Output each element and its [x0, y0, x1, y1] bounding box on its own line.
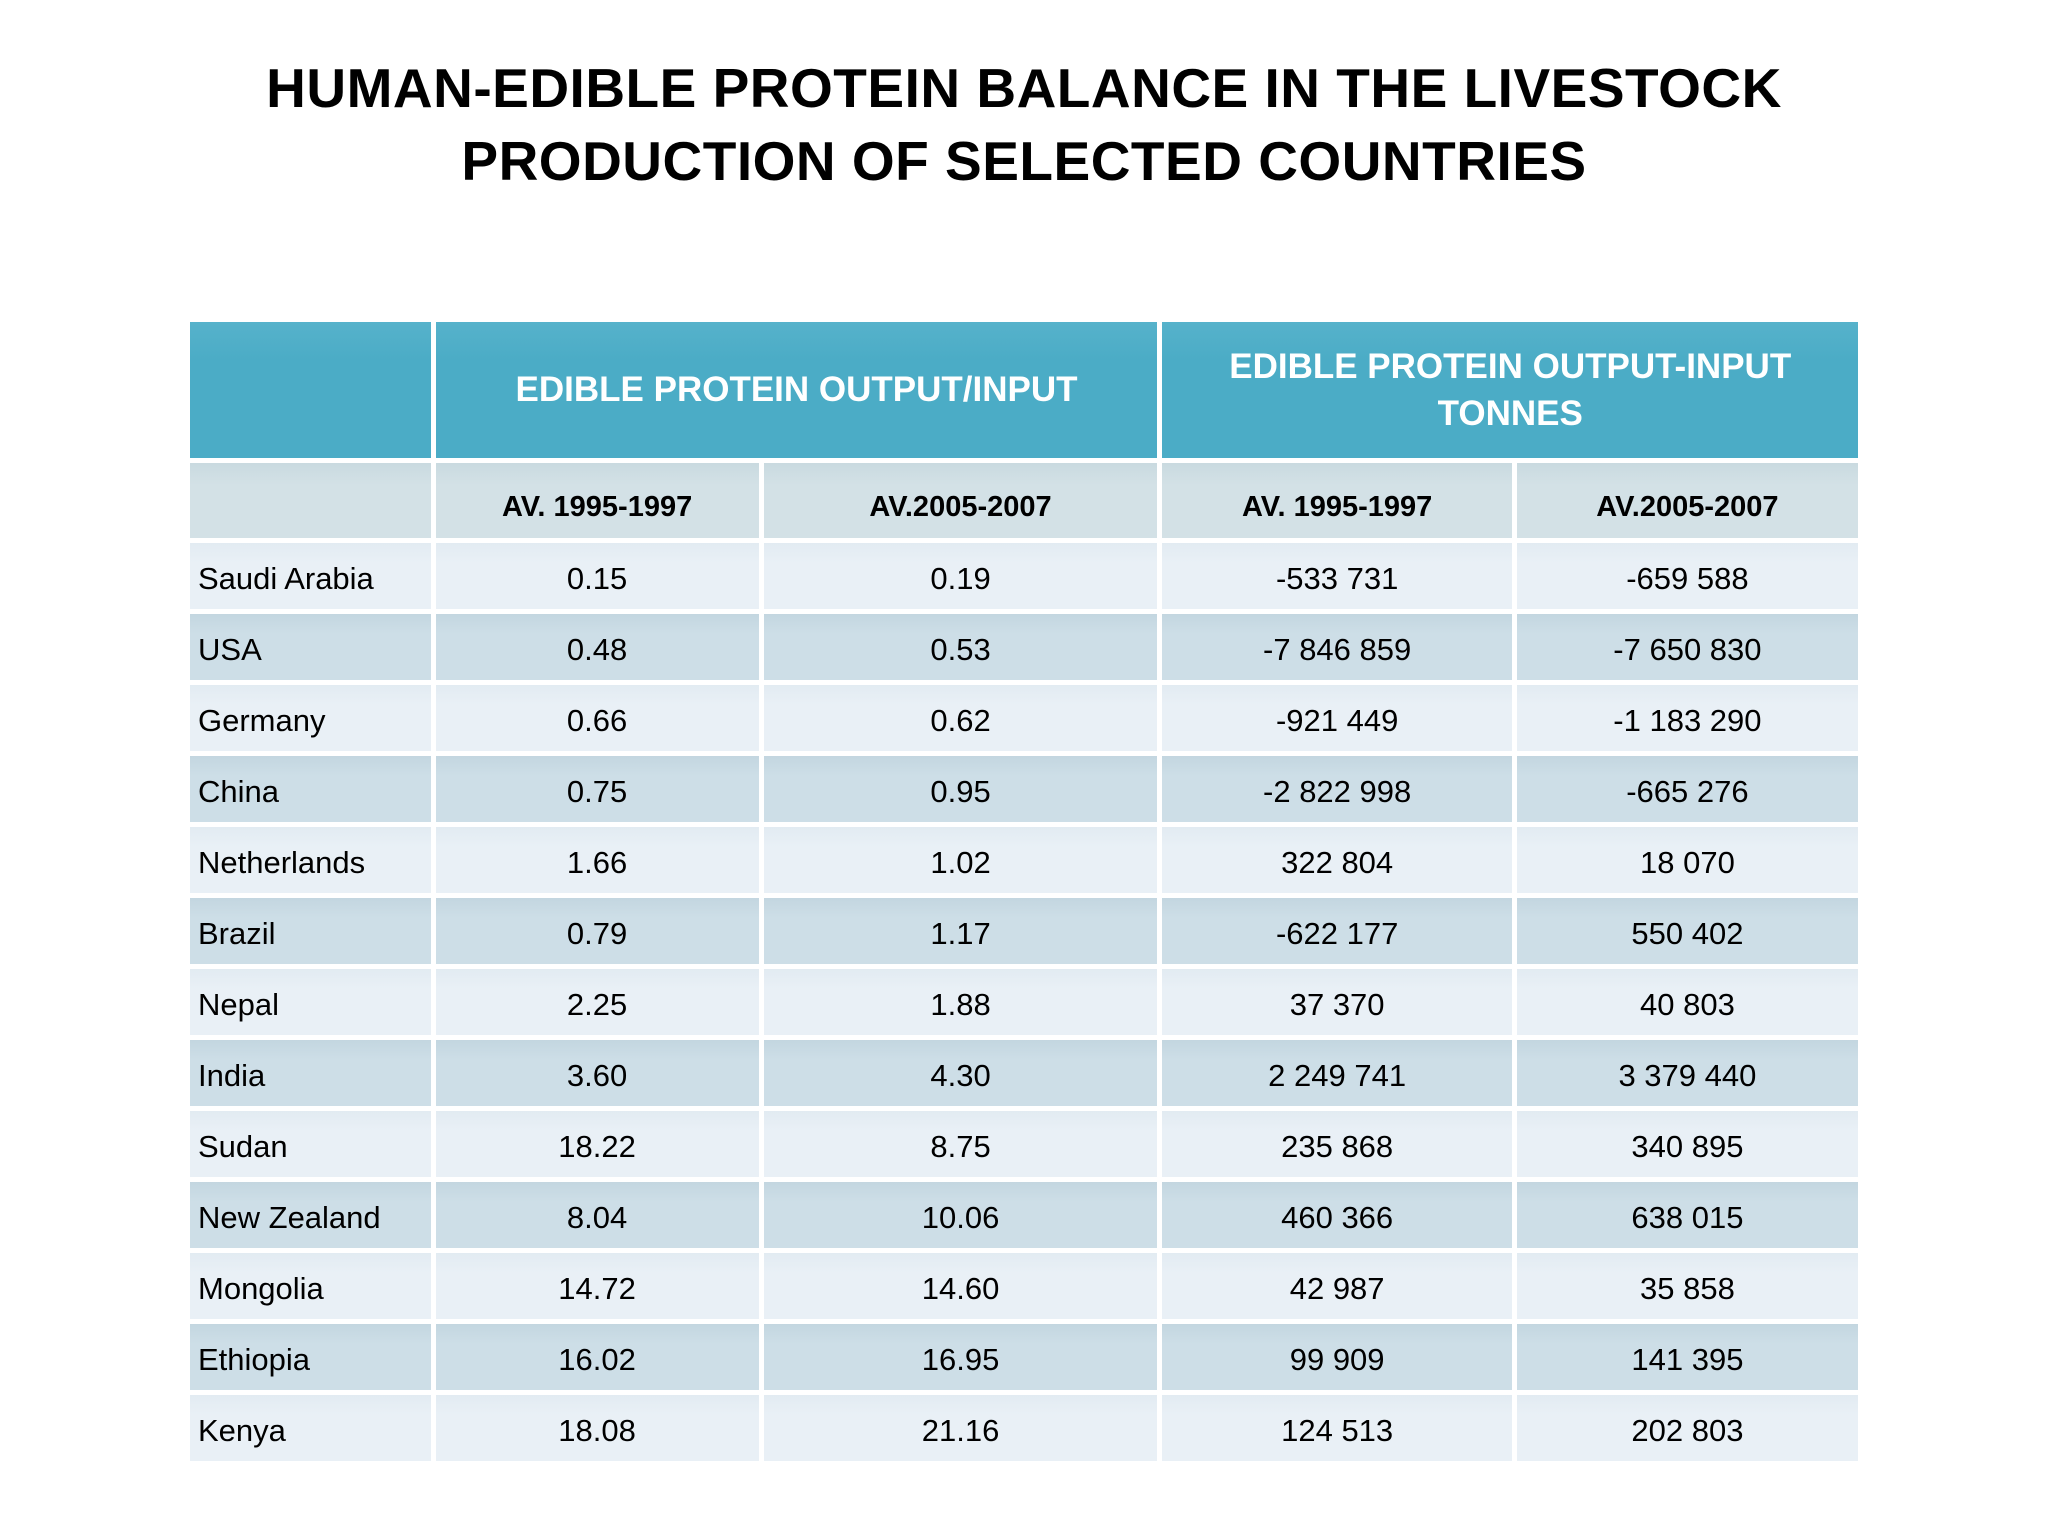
- group-header-row: EDIBLE PROTEIN OUTPUT/INPUT EDIBLE PROTE…: [190, 322, 1858, 458]
- table-row: New Zealand 8.04 10.06 460 366 638 015: [190, 1182, 1858, 1248]
- value-cell: 0.48: [435, 614, 759, 680]
- country-cell: Germany: [190, 685, 431, 751]
- country-cell: Mongolia: [190, 1253, 431, 1319]
- value-cell: 18.08: [435, 1395, 759, 1461]
- table-row: Brazil 0.79 1.17 -622 177 550 402: [190, 898, 1858, 964]
- sub-header-blank-cell: [190, 463, 431, 538]
- table-row: Kenya 18.08 21.16 124 513 202 803: [190, 1395, 1858, 1461]
- value-cell: 0.95: [763, 756, 1158, 822]
- country-cell: India: [190, 1040, 431, 1106]
- value-cell: -665 276: [1516, 756, 1858, 822]
- value-cell: 18 070: [1516, 827, 1858, 893]
- value-cell: 0.75: [435, 756, 759, 822]
- value-cell: 37 370: [1162, 969, 1512, 1035]
- value-cell: 141 395: [1516, 1324, 1858, 1390]
- value-cell: 8.75: [763, 1111, 1158, 1177]
- table-row: Sudan 18.22 8.75 235 868 340 895: [190, 1111, 1858, 1177]
- sub-header-tonnes-2005: AV.2005-2007: [1516, 463, 1858, 538]
- table-row: Netherlands 1.66 1.02 322 804 18 070: [190, 827, 1858, 893]
- value-cell: 0.79: [435, 898, 759, 964]
- value-cell: 14.72: [435, 1253, 759, 1319]
- value-cell: 18.22: [435, 1111, 759, 1177]
- value-cell: 124 513: [1162, 1395, 1512, 1461]
- sub-header-oi-2005: AV.2005-2007: [763, 463, 1158, 538]
- country-cell: Saudi Arabia: [190, 543, 431, 609]
- protein-balance-table: EDIBLE PROTEIN OUTPUT/INPUT EDIBLE PROTE…: [185, 317, 1863, 1466]
- value-cell: 3.60: [435, 1040, 759, 1106]
- country-cell: New Zealand: [190, 1182, 431, 1248]
- value-cell: 1.88: [763, 969, 1158, 1035]
- country-cell: Nepal: [190, 969, 431, 1035]
- value-cell: -1 183 290: [1516, 685, 1858, 751]
- value-cell: 322 804: [1162, 827, 1512, 893]
- value-cell: -533 731: [1162, 543, 1512, 609]
- value-cell: 550 402: [1516, 898, 1858, 964]
- value-cell: 340 895: [1516, 1111, 1858, 1177]
- value-cell: 2 249 741: [1162, 1040, 1512, 1106]
- value-cell: 0.19: [763, 543, 1158, 609]
- table-row: Mongolia 14.72 14.60 42 987 35 858: [190, 1253, 1858, 1319]
- sub-header-oi-1995: AV. 1995-1997: [435, 463, 759, 538]
- table-row: Ethiopia 16.02 16.95 99 909 141 395: [190, 1324, 1858, 1390]
- value-cell: 10.06: [763, 1182, 1158, 1248]
- value-cell: 202 803: [1516, 1395, 1858, 1461]
- value-cell: -2 822 998: [1162, 756, 1512, 822]
- value-cell: 460 366: [1162, 1182, 1512, 1248]
- country-cell: Ethiopia: [190, 1324, 431, 1390]
- value-cell: 16.95: [763, 1324, 1158, 1390]
- value-cell: -921 449: [1162, 685, 1512, 751]
- title-line-2: PRODUCTION OF SELECTED COUNTRIES: [461, 129, 1587, 192]
- table-row: China 0.75 0.95 -2 822 998 -665 276: [190, 756, 1858, 822]
- value-cell: 21.16: [763, 1395, 1158, 1461]
- value-cell: 3 379 440: [1516, 1040, 1858, 1106]
- value-cell: 1.02: [763, 827, 1158, 893]
- table-row: Saudi Arabia 0.15 0.19 -533 731 -659 588: [190, 543, 1858, 609]
- value-cell: 0.53: [763, 614, 1158, 680]
- table-row: USA 0.48 0.53 -7 846 859 -7 650 830: [190, 614, 1858, 680]
- value-cell: 1.66: [435, 827, 759, 893]
- corner-cell: [190, 322, 431, 458]
- value-cell: -622 177: [1162, 898, 1512, 964]
- value-cell: 16.02: [435, 1324, 759, 1390]
- country-cell: China: [190, 756, 431, 822]
- value-cell: 35 858: [1516, 1253, 1858, 1319]
- page-title: HUMAN-EDIBLE PROTEIN BALANCE IN THE LIVE…: [0, 52, 2048, 197]
- value-cell: 14.60: [763, 1253, 1158, 1319]
- value-cell: -7 846 859: [1162, 614, 1512, 680]
- value-cell: 0.15: [435, 543, 759, 609]
- value-cell: 1.17: [763, 898, 1158, 964]
- group-header-output-minus-input-tonnes: EDIBLE PROTEIN OUTPUT-INPUT TONNES: [1162, 322, 1858, 458]
- country-cell: Netherlands: [190, 827, 431, 893]
- country-cell: Sudan: [190, 1111, 431, 1177]
- value-cell: -659 588: [1516, 543, 1858, 609]
- country-cell: Kenya: [190, 1395, 431, 1461]
- value-cell: 40 803: [1516, 969, 1858, 1035]
- value-cell: 42 987: [1162, 1253, 1512, 1319]
- sub-header-tonnes-1995: AV. 1995-1997: [1162, 463, 1512, 538]
- value-cell: 8.04: [435, 1182, 759, 1248]
- value-cell: 4.30: [763, 1040, 1158, 1106]
- table-row: Germany 0.66 0.62 -921 449 -1 183 290: [190, 685, 1858, 751]
- value-cell: -7 650 830: [1516, 614, 1858, 680]
- value-cell: 0.62: [763, 685, 1158, 751]
- country-cell: USA: [190, 614, 431, 680]
- value-cell: 2.25: [435, 969, 759, 1035]
- table-row: India 3.60 4.30 2 249 741 3 379 440: [190, 1040, 1858, 1106]
- country-cell: Brazil: [190, 898, 431, 964]
- sub-header-row: AV. 1995-1997 AV.2005-2007 AV. 1995-1997…: [190, 463, 1858, 538]
- value-cell: 0.66: [435, 685, 759, 751]
- value-cell: 235 868: [1162, 1111, 1512, 1177]
- value-cell: 638 015: [1516, 1182, 1858, 1248]
- group-header-output-input: EDIBLE PROTEIN OUTPUT/INPUT: [435, 322, 1158, 458]
- table-row: Nepal 2.25 1.88 37 370 40 803: [190, 969, 1858, 1035]
- value-cell: 99 909: [1162, 1324, 1512, 1390]
- title-line-1: HUMAN-EDIBLE PROTEIN BALANCE IN THE LIVE…: [266, 57, 1782, 119]
